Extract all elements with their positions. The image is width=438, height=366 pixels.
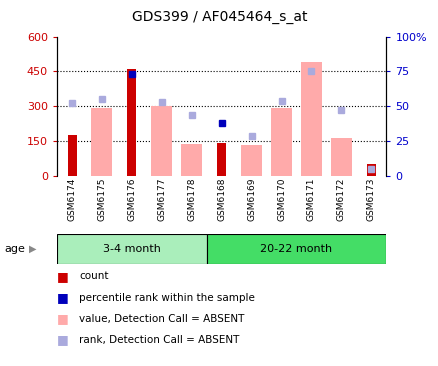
- Text: count: count: [79, 271, 108, 281]
- Text: GSM6175: GSM6175: [97, 178, 106, 221]
- Text: 3-4 month: 3-4 month: [103, 244, 160, 254]
- Text: percentile rank within the sample: percentile rank within the sample: [79, 292, 254, 303]
- Text: GSM6176: GSM6176: [127, 178, 136, 221]
- Bar: [127, 69, 136, 176]
- Text: ■: ■: [57, 291, 69, 304]
- Text: ▶: ▶: [28, 244, 36, 254]
- Text: GDS399 / AF045464_s_at: GDS399 / AF045464_s_at: [131, 10, 307, 24]
- Bar: [67, 135, 76, 176]
- Bar: [330, 138, 351, 176]
- Bar: [271, 108, 291, 176]
- Bar: [91, 108, 112, 176]
- Text: GSM6174: GSM6174: [67, 178, 76, 221]
- Bar: [206, 234, 385, 264]
- Text: GSM6172: GSM6172: [336, 178, 345, 221]
- Bar: [300, 62, 321, 176]
- Bar: [57, 234, 206, 264]
- Bar: [240, 145, 261, 176]
- Text: age: age: [4, 244, 25, 254]
- Text: ■: ■: [57, 270, 69, 283]
- Text: 20-22 month: 20-22 month: [260, 244, 332, 254]
- Text: rank, Detection Call = ABSENT: rank, Detection Call = ABSENT: [79, 335, 239, 345]
- Text: ■: ■: [57, 312, 69, 325]
- Text: GSM6178: GSM6178: [187, 178, 196, 221]
- Text: GSM6169: GSM6169: [247, 178, 255, 221]
- Bar: [151, 106, 172, 176]
- Text: ■: ■: [57, 333, 69, 347]
- Bar: [217, 143, 226, 176]
- Text: GSM6177: GSM6177: [157, 178, 166, 221]
- Text: GSM6171: GSM6171: [306, 178, 315, 221]
- Text: GSM6168: GSM6168: [217, 178, 226, 221]
- Text: GSM6170: GSM6170: [276, 178, 286, 221]
- Bar: [366, 164, 375, 176]
- Text: value, Detection Call = ABSENT: value, Detection Call = ABSENT: [79, 314, 244, 324]
- Bar: [181, 144, 202, 176]
- Text: GSM6173: GSM6173: [366, 178, 375, 221]
